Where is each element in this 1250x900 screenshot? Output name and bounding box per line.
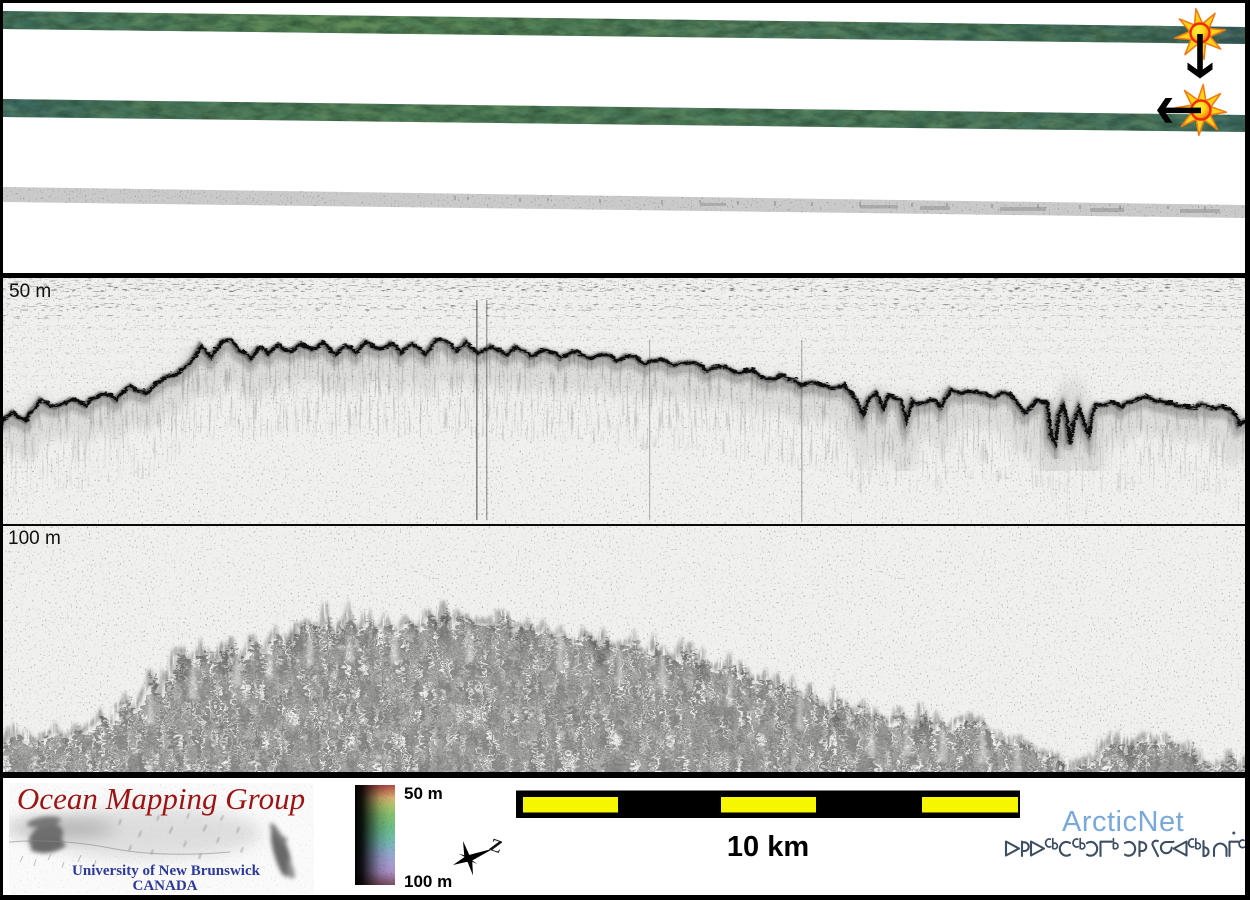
svg-text:100 m: 100 m bbox=[8, 528, 61, 549]
svg-text:50 m: 50 m bbox=[404, 784, 443, 803]
svg-text:CANADA: CANADA bbox=[133, 878, 198, 894]
svg-text:University of New Brunswick: University of New Brunswick bbox=[72, 863, 261, 879]
svg-text:100 m: 100 m bbox=[404, 872, 452, 891]
svg-text:Ocean Mapping Group: Ocean Mapping Group bbox=[17, 781, 305, 816]
svg-text:ArcticNet: ArcticNet bbox=[1062, 806, 1184, 838]
svg-text:50 m: 50 m bbox=[9, 281, 51, 302]
svg-text:10 km: 10 km bbox=[727, 831, 809, 863]
